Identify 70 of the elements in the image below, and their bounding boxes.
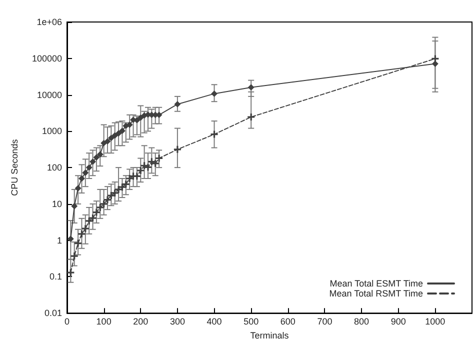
y-tick-label: 100 bbox=[46, 162, 62, 173]
point bbox=[82, 170, 88, 176]
point bbox=[104, 138, 110, 144]
point bbox=[89, 214, 96, 222]
x-tick-label: 600 bbox=[280, 316, 296, 327]
y-tick-label: 0.1 bbox=[49, 272, 62, 282]
point bbox=[78, 230, 86, 238]
point bbox=[93, 154, 100, 160]
point bbox=[108, 134, 114, 141]
x-tick-label: 300 bbox=[170, 316, 185, 327]
point bbox=[82, 225, 89, 232]
point bbox=[108, 192, 115, 200]
point bbox=[152, 160, 159, 167]
point bbox=[137, 166, 144, 174]
x-tick-label: 0 bbox=[64, 316, 70, 327]
point bbox=[74, 240, 82, 247]
y-tick-label: 1000 bbox=[42, 126, 62, 136]
x-tick-label: 500 bbox=[244, 316, 259, 327]
point bbox=[210, 130, 218, 138]
point bbox=[248, 114, 255, 120]
point bbox=[111, 189, 118, 196]
x-tick-label: 700 bbox=[317, 316, 332, 327]
point bbox=[116, 130, 122, 136]
legend-label: Mean Total RSMT Time bbox=[329, 288, 423, 298]
point bbox=[126, 122, 133, 128]
point bbox=[100, 200, 108, 208]
x-tick-label: 100 bbox=[96, 316, 112, 327]
point bbox=[112, 132, 118, 138]
point bbox=[75, 185, 82, 192]
point bbox=[71, 203, 78, 210]
point bbox=[90, 158, 96, 165]
point bbox=[78, 176, 85, 182]
point bbox=[148, 158, 156, 166]
point bbox=[118, 184, 126, 191]
x-tick-label: 400 bbox=[206, 316, 222, 327]
x-tick-label: 1000 bbox=[425, 316, 446, 327]
point bbox=[67, 269, 74, 276]
point bbox=[432, 55, 439, 62]
point bbox=[432, 60, 438, 67]
y-tick-label: 1e+06 bbox=[36, 17, 62, 27]
point bbox=[156, 154, 163, 162]
point bbox=[97, 151, 104, 158]
point bbox=[92, 208, 100, 216]
point bbox=[119, 128, 126, 134]
point bbox=[86, 217, 93, 224]
point bbox=[70, 252, 78, 260]
point bbox=[96, 204, 104, 211]
point bbox=[126, 175, 134, 182]
point bbox=[138, 114, 144, 121]
y-tick-label: 10000 bbox=[36, 90, 62, 100]
y-tick-label: 0.01 bbox=[44, 308, 62, 318]
point bbox=[211, 90, 218, 97]
x-tick-label: 900 bbox=[390, 316, 406, 327]
point bbox=[104, 196, 111, 204]
y-tick-label: 100000 bbox=[32, 53, 62, 64]
point bbox=[122, 180, 130, 188]
y-tick-label: 1 bbox=[56, 235, 62, 246]
point bbox=[68, 236, 74, 242]
x-tick-label: 200 bbox=[133, 316, 148, 327]
y-axis-title: CPU Seconds bbox=[10, 138, 20, 196]
x-axis-title: Terminals bbox=[250, 330, 290, 340]
point bbox=[115, 186, 122, 193]
point bbox=[144, 164, 152, 171]
point bbox=[133, 172, 140, 180]
x-tick-label: 800 bbox=[354, 316, 370, 327]
point bbox=[86, 164, 92, 171]
point bbox=[174, 101, 180, 108]
legend-label: Mean Total ESMT Time bbox=[330, 278, 423, 288]
y-tick-label: 10 bbox=[52, 198, 62, 209]
point bbox=[174, 146, 181, 153]
